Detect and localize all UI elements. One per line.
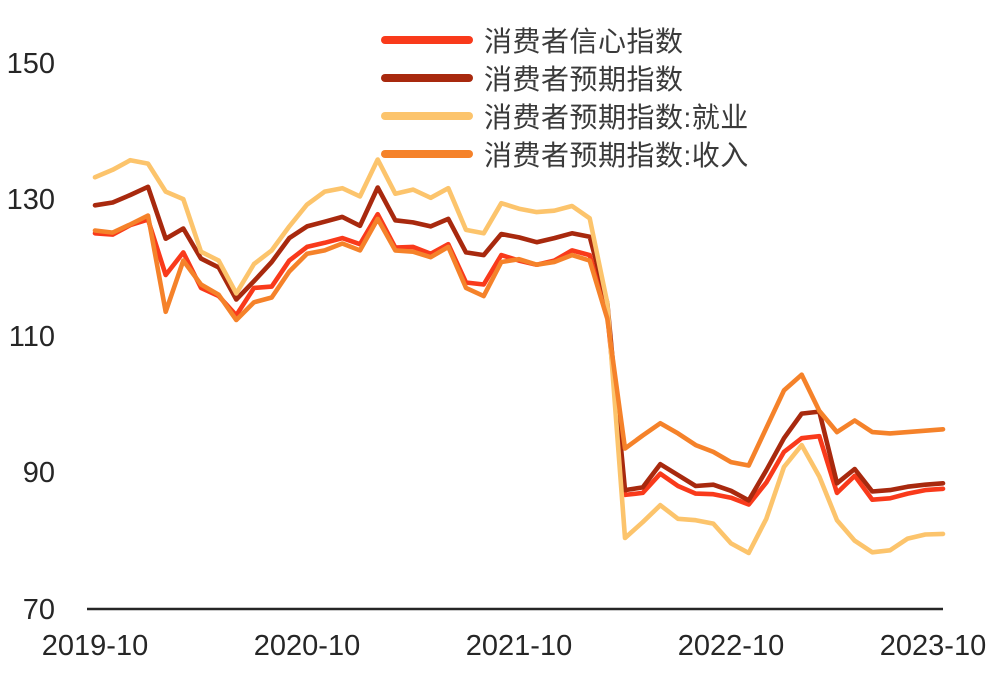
legend: 消费者信心指数 消费者预期指数 消费者预期指数:就业 消费者预期指数:收入 bbox=[381, 21, 749, 173]
legend-line-swatch-income-icon bbox=[381, 150, 473, 158]
legend-label: 消费者预期指数:就业 bbox=[484, 102, 749, 133]
legend-line-swatch-employment-icon bbox=[381, 112, 473, 120]
series-line-1 bbox=[92, 184, 946, 503]
x-tick-label: 2021-10 bbox=[465, 630, 573, 662]
x-tick-label: 2022-10 bbox=[677, 630, 785, 662]
legend-item-expectation-index: 消费者预期指数 bbox=[381, 59, 749, 97]
y-tick-label: 130 bbox=[6, 184, 55, 217]
y-tick-label: 110 bbox=[8, 320, 55, 353]
legend-item-confidence-index: 消费者信心指数 bbox=[381, 21, 749, 59]
legend-label: 消费者预期指数 bbox=[484, 64, 684, 95]
y-tick-label: 150 bbox=[6, 47, 55, 80]
y-tick-label: 90 bbox=[22, 457, 55, 490]
y-tick-label: 70 bbox=[22, 594, 55, 626]
x-tick-label: 2023-10 bbox=[879, 630, 987, 662]
series-line-2 bbox=[92, 157, 946, 556]
x-tick-label: 2020-10 bbox=[253, 630, 361, 662]
legend-line-swatch-confidence-icon bbox=[381, 36, 473, 44]
legend-label: 消费者预期指数:收入 bbox=[484, 140, 749, 171]
series-line-3 bbox=[92, 213, 946, 468]
x-tick-label: 2019-10 bbox=[41, 630, 149, 662]
legend-item-expectation-employment: 消费者预期指数:就业 bbox=[381, 97, 749, 135]
legend-item-expectation-income: 消费者预期指数:收入 bbox=[381, 135, 749, 173]
legend-label: 消费者信心指数 bbox=[484, 26, 684, 57]
legend-line-swatch-expectation-icon bbox=[381, 74, 473, 82]
